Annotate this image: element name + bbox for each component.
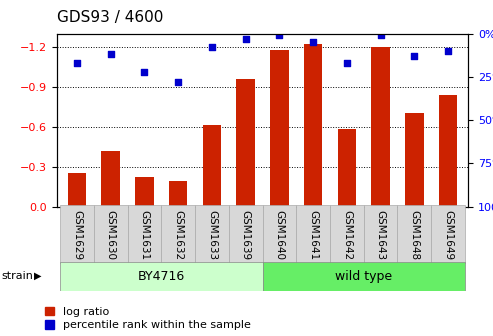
Bar [397,205,431,264]
Bar [371,47,390,207]
Bar [330,205,364,264]
Point [377,33,385,38]
Point [107,52,115,57]
Text: GSM1649: GSM1649 [443,210,453,260]
Bar [431,205,465,264]
Bar [195,205,229,264]
Bar [338,129,356,207]
Text: GSM1629: GSM1629 [72,210,82,260]
Bar [263,262,465,291]
Bar [364,205,397,264]
Text: ▶: ▶ [34,271,41,281]
Point [410,53,418,59]
Bar [236,79,255,207]
Point [174,79,182,85]
Bar [263,205,296,264]
Bar [304,44,322,207]
Bar [229,205,263,264]
Text: GDS93 / 4600: GDS93 / 4600 [57,10,163,25]
Bar [128,205,161,264]
Bar [68,173,86,207]
Text: GSM1648: GSM1648 [409,210,420,260]
Bar [169,181,187,207]
Bar [296,205,330,264]
Point [276,33,283,38]
Bar [270,50,289,207]
Text: GSM1643: GSM1643 [376,210,386,260]
Bar [161,205,195,264]
Point [141,69,148,74]
Text: GSM1631: GSM1631 [140,210,149,260]
Legend: log ratio, percentile rank within the sample: log ratio, percentile rank within the sa… [45,307,250,330]
Text: strain: strain [1,271,33,281]
Bar [439,95,458,207]
Bar [94,205,128,264]
Text: GSM1639: GSM1639 [241,210,250,260]
Text: GSM1632: GSM1632 [173,210,183,260]
Bar [203,125,221,207]
Text: GSM1630: GSM1630 [106,210,116,260]
Text: GSM1633: GSM1633 [207,210,217,260]
Bar [135,177,154,207]
Point [343,60,351,66]
Bar [405,114,423,207]
Point [444,48,452,54]
Point [309,40,317,45]
Point [208,45,216,50]
Text: wild type: wild type [335,270,392,283]
Point [242,36,249,41]
Point [73,60,81,66]
Text: GSM1640: GSM1640 [275,210,284,260]
Text: GSM1641: GSM1641 [308,210,318,260]
Text: GSM1642: GSM1642 [342,210,352,260]
Bar [60,205,94,264]
Text: BY4716: BY4716 [138,270,185,283]
Bar [102,151,120,207]
Bar [60,262,263,291]
